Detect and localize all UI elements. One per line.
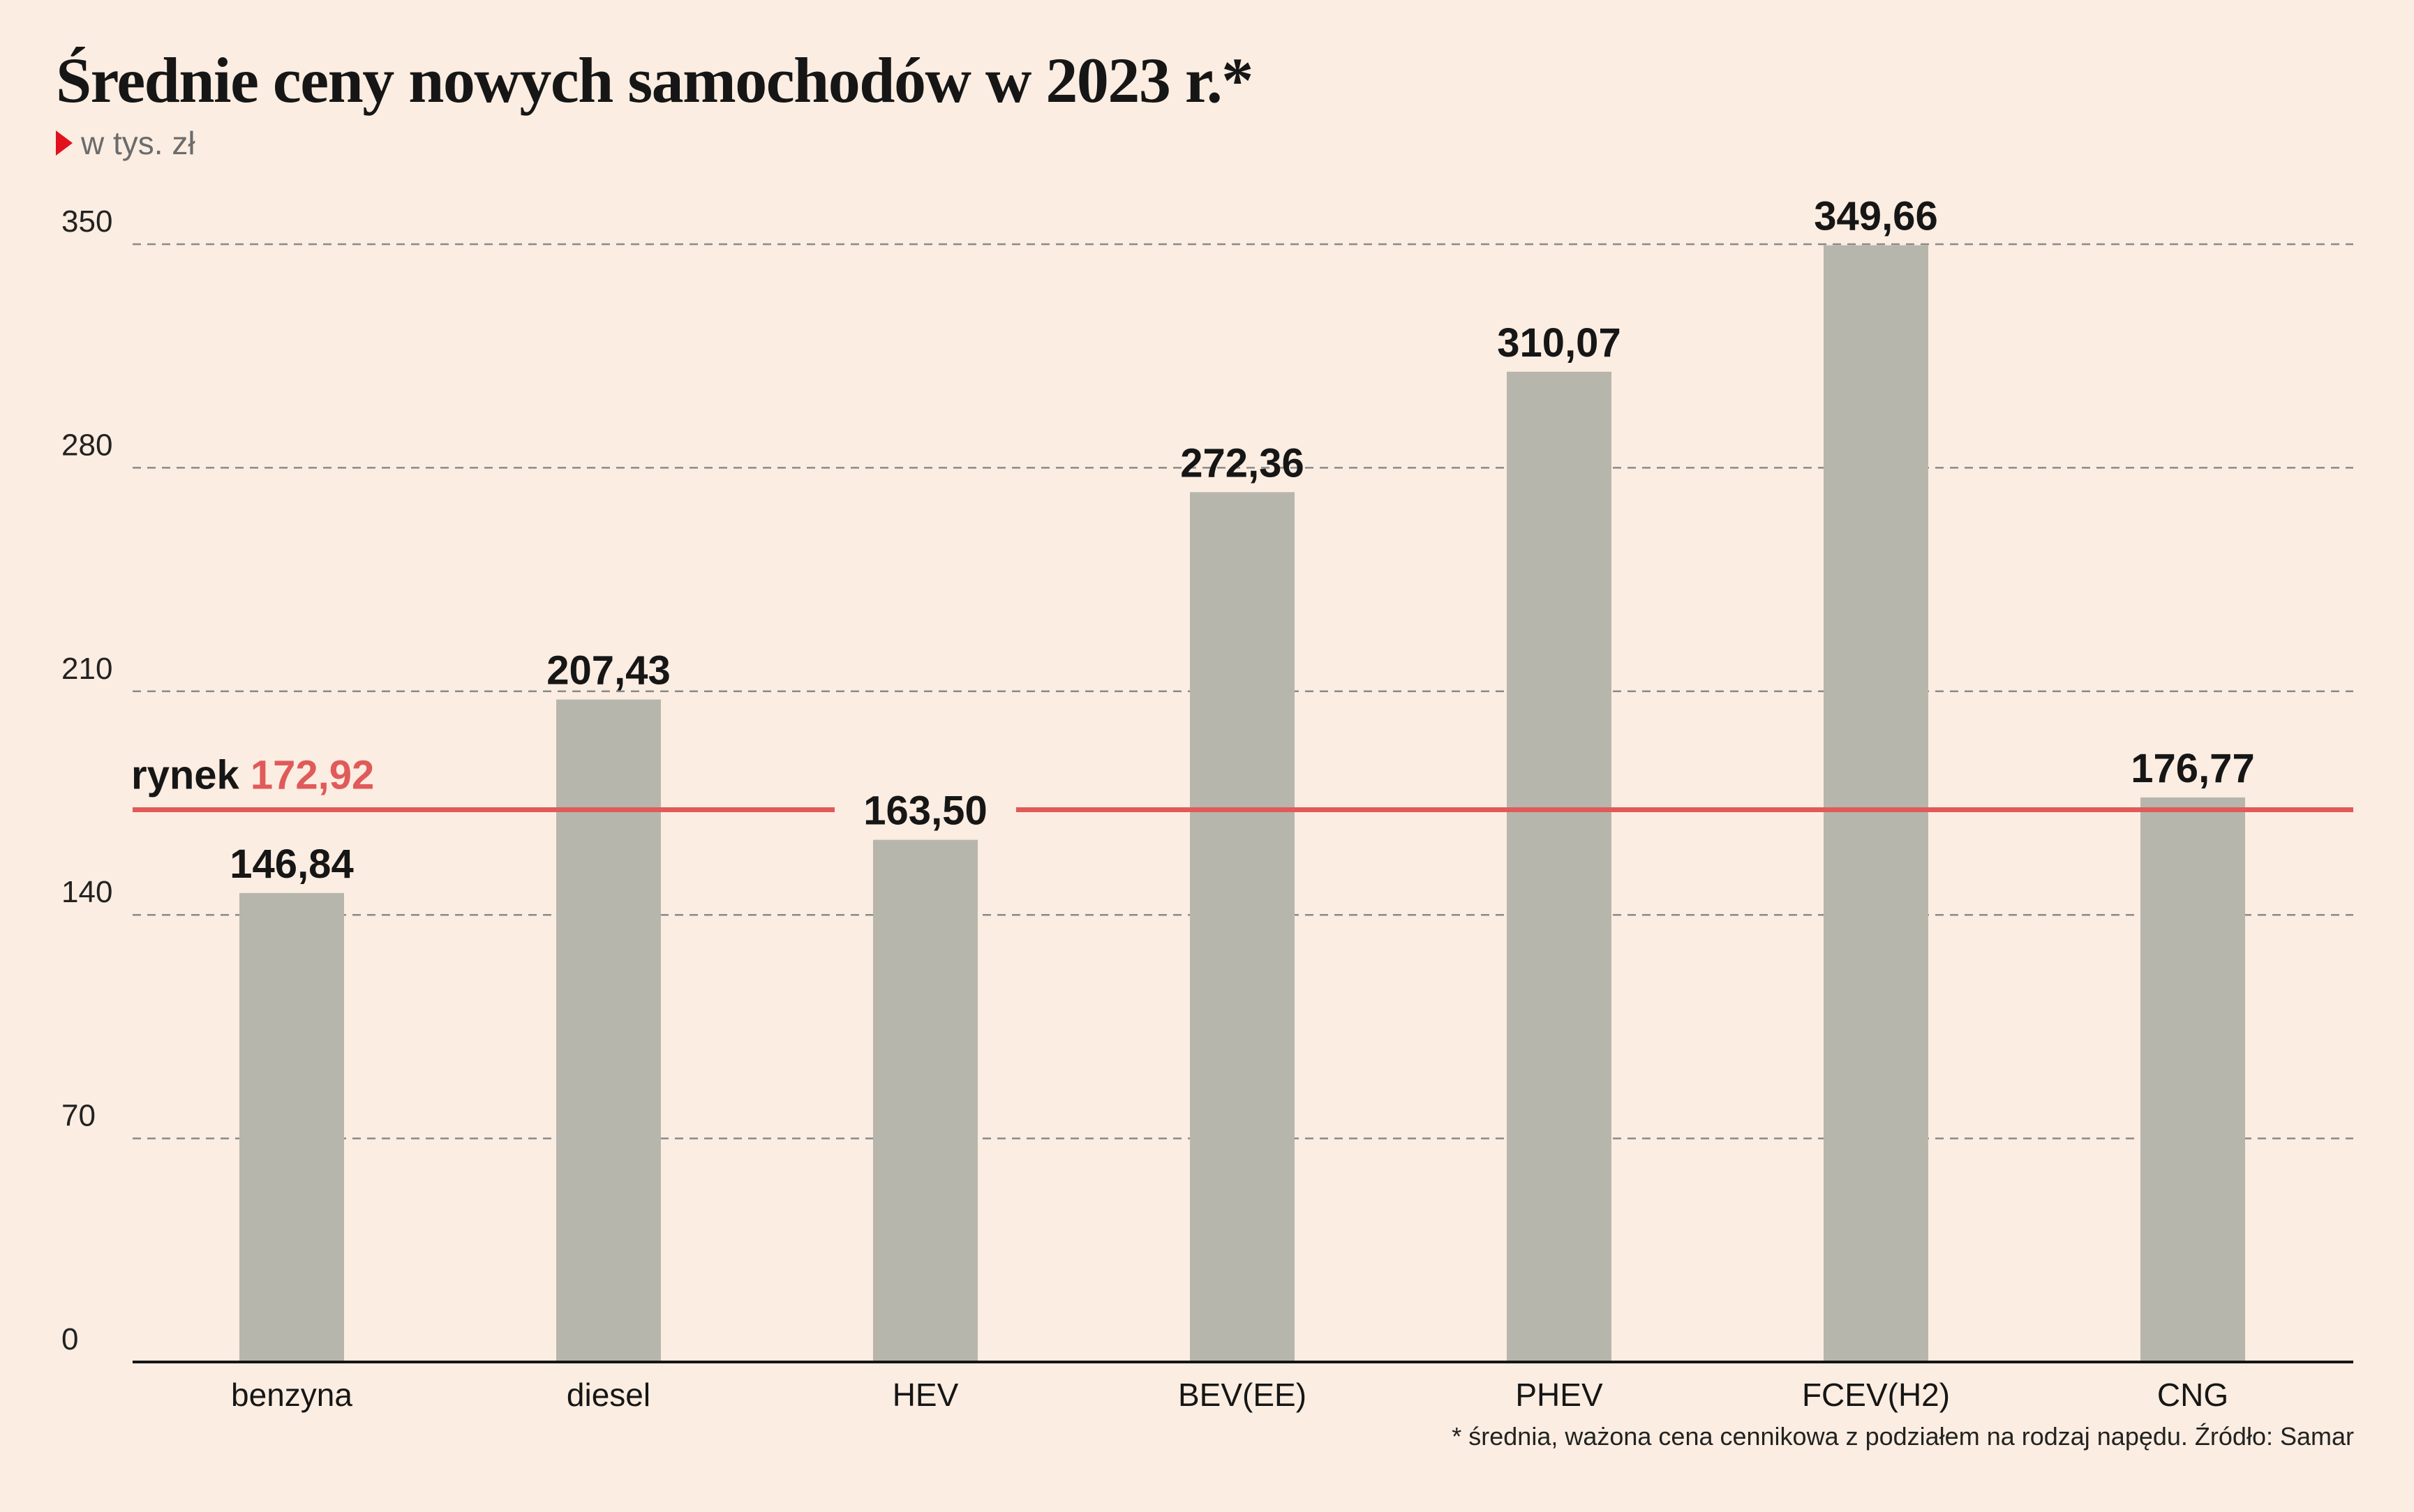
bar bbox=[873, 839, 978, 1362]
bar bbox=[1507, 371, 1611, 1362]
bar bbox=[1824, 245, 1928, 1363]
reference-value-label: 172,92 bbox=[251, 753, 374, 798]
data-label: 163,50 bbox=[863, 788, 987, 834]
x-tick-label: BEV(EE) bbox=[1178, 1377, 1306, 1413]
y-tick-label: 140 bbox=[61, 875, 112, 909]
bar bbox=[1190, 492, 1295, 1362]
bar bbox=[556, 699, 661, 1362]
chart-title: Średnie ceny nowych samochodów w 2023 r.… bbox=[56, 45, 1253, 116]
x-tick-label: diesel bbox=[567, 1377, 650, 1413]
data-label: 176,77 bbox=[2131, 746, 2254, 791]
data-label: 207,43 bbox=[546, 648, 670, 694]
x-tick-label: FCEV(H2) bbox=[1802, 1377, 1950, 1413]
y-tick-label: 350 bbox=[61, 204, 112, 239]
x-tick-label: CNG bbox=[2157, 1377, 2228, 1413]
data-label: 310,07 bbox=[1497, 320, 1620, 366]
triangle-marker-icon bbox=[56, 130, 73, 156]
y-tick-label: 0 bbox=[61, 1322, 78, 1356]
reference-label-text: rynek bbox=[131, 753, 251, 798]
reference-line-label: rynek 172,92 bbox=[131, 753, 374, 798]
footnote: * średnia, ważona cena cennikowa z podzi… bbox=[1452, 1422, 2354, 1451]
y-tick-label: 210 bbox=[61, 652, 112, 686]
bar bbox=[239, 892, 344, 1362]
x-tick-label: PHEV bbox=[1515, 1377, 1603, 1413]
chart-subtitle: w tys. zł bbox=[56, 124, 195, 162]
unit-label: w tys. zł bbox=[81, 125, 195, 161]
x-tick-label: benzyna bbox=[231, 1377, 352, 1413]
data-label: 146,84 bbox=[230, 841, 353, 887]
data-label: 349,66 bbox=[1814, 194, 1937, 239]
bar bbox=[2140, 797, 2245, 1362]
y-tick-label: 70 bbox=[61, 1099, 96, 1133]
y-tick-label: 280 bbox=[61, 428, 112, 462]
x-tick-label: HEV bbox=[893, 1377, 959, 1413]
data-label: 272,36 bbox=[1180, 440, 1304, 486]
